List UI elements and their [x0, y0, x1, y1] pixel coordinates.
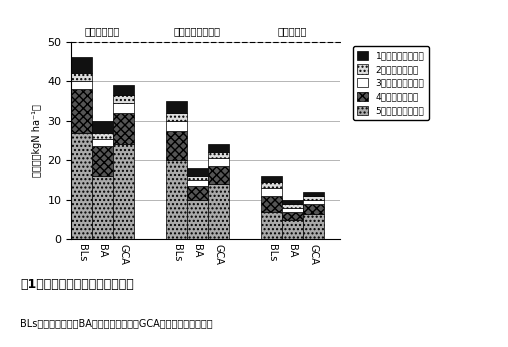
Bar — [282, 200, 303, 204]
Bar — [303, 204, 324, 214]
Legend: 1作目トウモロコシ, 2作目　コムギ゛, 3作目トウモロコシ, 4作目　コムギ゛, 5作目トウモロコシ: 1作目トウモロコシ, 2作目 コムギ゛, 3作目トウモロコシ, 4作目 コムギ゛… — [353, 46, 429, 120]
Bar — [92, 121, 113, 133]
Bar — [282, 204, 303, 208]
Bar — [261, 212, 282, 239]
Bar — [166, 121, 187, 131]
Text: コムギ残渣: コムギ残渣 — [278, 26, 307, 36]
Bar — [113, 144, 134, 239]
Bar — [71, 81, 92, 89]
Bar — [187, 186, 208, 200]
Bar — [71, 58, 92, 73]
Bar — [71, 73, 92, 81]
Bar — [187, 168, 208, 176]
Bar — [208, 158, 229, 166]
Bar — [166, 101, 187, 113]
Bar — [113, 95, 134, 103]
Bar — [282, 208, 303, 212]
Bar — [71, 89, 92, 133]
Bar — [261, 188, 282, 196]
Bar — [113, 85, 134, 95]
Text: 図1　後作物への残渣窒素放出量: 図1 後作物への残渣窒素放出量 — [20, 278, 134, 291]
Bar — [261, 182, 282, 188]
Bar — [166, 131, 187, 160]
Bar — [92, 176, 113, 239]
Bar — [92, 138, 113, 146]
Y-axis label: 放出量（kgN ha⁻¹）: 放出量（kgN ha⁻¹） — [31, 104, 42, 177]
Bar — [303, 196, 324, 200]
Text: トウモロコシ残渣: トウモロコシ残渣 — [174, 26, 221, 36]
Bar — [282, 220, 303, 239]
Bar — [208, 166, 229, 184]
Bar — [92, 146, 113, 176]
Bar — [208, 144, 229, 152]
Bar — [208, 152, 229, 158]
Bar — [261, 176, 282, 182]
Bar — [187, 200, 208, 239]
Bar — [187, 176, 208, 180]
Bar — [208, 184, 229, 239]
Bar — [261, 196, 282, 212]
Bar — [303, 192, 324, 196]
Bar — [303, 200, 324, 204]
Text: BLs：褐色低地土，BA：褐色火山性土，GCA：湿性黒色火山性土: BLs：褐色低地土，BA：褐色火山性土，GCA：湿性黒色火山性土 — [20, 318, 213, 328]
Bar — [113, 113, 134, 144]
Bar — [113, 103, 134, 113]
Bar — [282, 212, 303, 220]
Bar — [71, 133, 92, 239]
Bar — [303, 214, 324, 239]
Bar — [166, 113, 187, 121]
Text: テンサイ残渣: テンサイ残渣 — [85, 26, 120, 36]
Bar — [187, 180, 208, 186]
Bar — [166, 160, 187, 239]
Bar — [92, 133, 113, 138]
